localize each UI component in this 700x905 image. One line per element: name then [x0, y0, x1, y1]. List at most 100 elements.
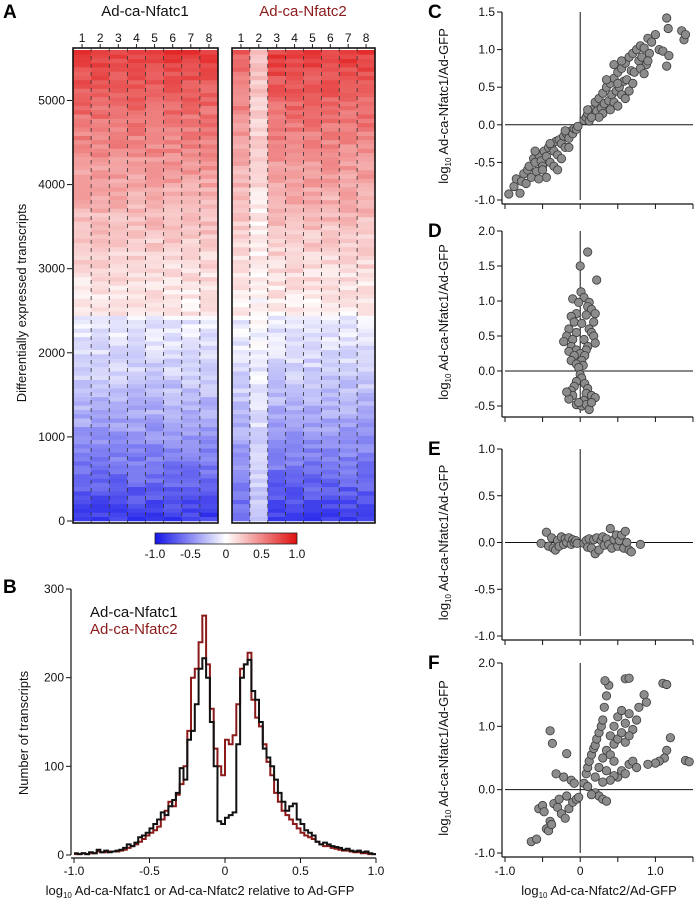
- heatmap-cell: [357, 294, 376, 299]
- heatmap-cell: [321, 97, 340, 102]
- heatmap-cell: [267, 71, 286, 76]
- heatmap-cell: [199, 148, 219, 154]
- heatmap-cell: [267, 469, 286, 475]
- heatmap-cell: [73, 204, 92, 209]
- heatmap-cell: [73, 358, 92, 363]
- heatmap-cell: [285, 88, 304, 94]
- heatmap-cell: [339, 276, 358, 282]
- heatmap-cell: [73, 148, 92, 154]
- scatter-point: [551, 769, 561, 779]
- heatmap-cell: [339, 161, 358, 166]
- heatmap-cell: [232, 336, 251, 342]
- heatmap-cell: [181, 516, 201, 522]
- heatmap-cell: [163, 358, 183, 363]
- heatmap-cell: [321, 139, 340, 145]
- heatmap-cell: [267, 311, 286, 316]
- heatmap-cell: [232, 465, 251, 470]
- heatmap-cell: [303, 84, 322, 89]
- heatmap-cell: [267, 315, 286, 321]
- heatmap-cell: [127, 71, 146, 76]
- heatmap-cell: [199, 448, 219, 453]
- heatmap-cell: [145, 144, 164, 149]
- scatter-point: [639, 69, 649, 79]
- heatmap-cell: [109, 234, 128, 239]
- heatmap-cell: [303, 187, 322, 192]
- heatmap-cell: [285, 388, 304, 393]
- heatmap-cell: [91, 191, 110, 196]
- heatmap-cell: [91, 482, 110, 488]
- heatmap-cell: [91, 366, 110, 372]
- heatmap-cell: [163, 324, 183, 329]
- heatmap-cell: [91, 114, 110, 119]
- heatmap-cell: [145, 349, 164, 355]
- heatmap-cell: [232, 139, 251, 145]
- heatmap-cell: [91, 311, 110, 316]
- heatmap-cell: [181, 478, 201, 483]
- scatter-point: [577, 318, 587, 328]
- heatmap-cell: [232, 238, 251, 243]
- heatmap-column-label: 8: [363, 31, 370, 45]
- heatmap-cell: [267, 144, 286, 149]
- heatmap-cell: [303, 264, 322, 269]
- heatmap-cell: [321, 152, 340, 158]
- heatmap-cell: [109, 512, 128, 518]
- heatmap-cell: [73, 306, 92, 312]
- heatmap-cell: [339, 456, 358, 462]
- heatmap-cell: [267, 92, 286, 98]
- heatmap-cell: [91, 229, 110, 235]
- heatmap-cell: [127, 324, 146, 329]
- heatmap-cell: [181, 101, 201, 106]
- heatmap-cell: [73, 508, 92, 513]
- heatmap-cell: [303, 139, 322, 145]
- heatmap-cell: [91, 199, 110, 205]
- heatmap-cell: [357, 105, 376, 111]
- heatmap-cell: [232, 401, 251, 406]
- heatmap-cell: [181, 127, 201, 132]
- heatmap-cell: [127, 97, 146, 102]
- histogram-x-tick-label: -1.0: [64, 864, 85, 878]
- heatmap-cell: [109, 92, 128, 98]
- heatmap-cell: [73, 486, 92, 492]
- heatmap-cell: [163, 187, 183, 192]
- heatmap-cell: [91, 246, 110, 252]
- heatmap-cell: [321, 486, 340, 492]
- heatmap-cell: [109, 255, 128, 261]
- heatmap-cell: [232, 319, 251, 325]
- heatmap-cell: [109, 122, 128, 128]
- heatmap-cell: [145, 118, 164, 124]
- heatmap-cell: [73, 418, 92, 423]
- heatmap-cell: [199, 54, 219, 59]
- heatmap-cell: [181, 461, 201, 466]
- heatmap-cell: [127, 238, 146, 243]
- heatmap-cell: [303, 362, 322, 368]
- heatmap-cell: [109, 139, 128, 145]
- heatmap-cell: [163, 366, 183, 372]
- heatmap-cell: [357, 97, 376, 102]
- heatmap-cell: [267, 512, 286, 518]
- heatmap-cell: [267, 276, 286, 282]
- heatmap-cell: [199, 478, 219, 483]
- heatmap-cell: [163, 144, 183, 149]
- colorbar-tick-label: -1.0: [145, 547, 166, 561]
- heatmap-cell: [145, 319, 164, 325]
- heatmap-cell: [285, 58, 304, 64]
- heatmap-cell: [267, 401, 286, 406]
- heatmap-cell: [163, 165, 183, 171]
- heatmap-cell: [199, 92, 219, 98]
- heatmap-cell: [199, 165, 219, 171]
- heatmap-cell: [127, 161, 146, 166]
- heatmap-cell: [249, 443, 269, 449]
- heatmap-cell: [73, 409, 92, 415]
- heatmap-cell: [199, 324, 219, 329]
- heatmap-cell: [127, 465, 146, 470]
- heatmap-cell: [91, 101, 110, 106]
- heatmap-cell: [127, 165, 146, 171]
- heatmap-cell: [181, 165, 201, 171]
- heatmap-cell: [232, 285, 251, 291]
- heatmap-cell: [163, 281, 183, 286]
- heatmap-cell: [232, 264, 251, 269]
- heatmap-cell: [199, 234, 219, 239]
- histogram-x-tick-label: -0.5: [139, 864, 160, 878]
- heatmap-cell: [181, 486, 201, 492]
- heatmap-cell: [163, 392, 183, 398]
